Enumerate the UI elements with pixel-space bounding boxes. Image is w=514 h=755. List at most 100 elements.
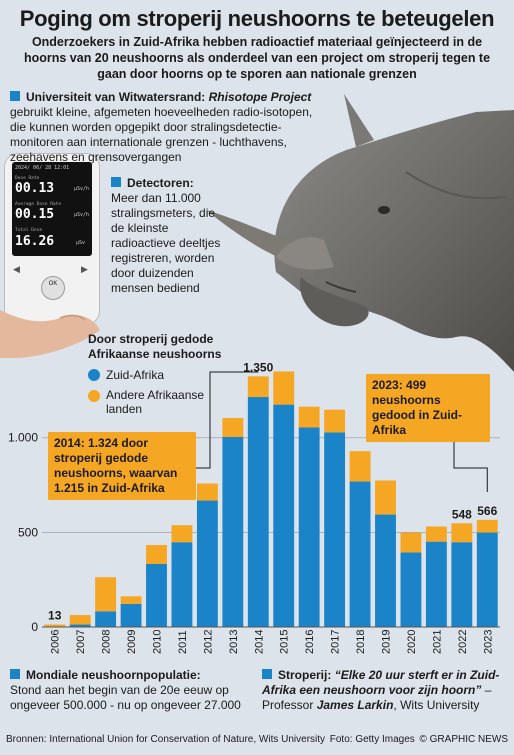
y-tick-label: 500 [18, 525, 38, 539]
bar-other [120, 596, 142, 604]
bar-sa [196, 500, 218, 627]
callout-2023-leader [453, 438, 488, 492]
bar-sa [324, 432, 346, 627]
bar-sa [120, 603, 142, 627]
poaching-affil: , Wits University [393, 698, 480, 712]
device-dose-rate-value: 00.13 [15, 181, 55, 196]
university-description: gebruikt kleine, afgemeten hoeveelheden … [10, 105, 313, 164]
x-tick-label: 2008 [101, 630, 113, 654]
bar-sa [69, 624, 91, 627]
bar-other [95, 577, 117, 612]
bar-other [298, 406, 320, 428]
legend-sa: Zuid-Afrika [88, 368, 164, 382]
footer: Bronnen: International Union for Conserv… [6, 734, 508, 745]
poaching-box: Stroperij: “Elke 20 uur sterft er in Zui… [262, 668, 508, 713]
callout-2023: 2023: 499 neushoorns gedood in Zuid-Afri… [366, 374, 490, 442]
chart-title: Door stroperij gedode Afrikaanse neushoo… [88, 332, 222, 361]
ok-button[interactable]: OK [41, 276, 65, 300]
bar-other [247, 376, 269, 398]
x-tick-label: 2014 [253, 630, 265, 654]
device-avg-label: Average Dose Rate [15, 202, 62, 207]
device-total-label: Total Dose [15, 228, 43, 233]
bar-other [273, 371, 295, 405]
device-total-value: 16.26 [15, 234, 55, 249]
x-tick-label: 2010 [152, 630, 164, 654]
bar-sa [451, 542, 473, 627]
x-tick-label: 2009 [126, 630, 138, 654]
bar-sa [247, 397, 269, 627]
x-tick-label: 2013 [228, 630, 240, 654]
device-total-unit: μSv [76, 240, 86, 246]
data-label: 566 [477, 504, 497, 518]
footer-photo: Foto: Getty Images [329, 734, 415, 745]
university-text: Universiteit van Witwatersrand: Rhisotop… [10, 90, 330, 165]
population-label: Mondiale neushoornpopulatie: [26, 668, 201, 682]
bar-other [222, 418, 244, 437]
bar-sa [349, 481, 371, 627]
bar-other [69, 615, 91, 625]
bar-sa [95, 611, 117, 627]
x-tick-label: 2017 [330, 630, 342, 654]
radiation-detector-device: 2024/ 06/ 28 12:01 Dose Rate 00.13 μSv/h… [4, 153, 100, 325]
bar-sa [171, 542, 193, 627]
bar-other [146, 545, 167, 564]
bar-other [425, 526, 447, 542]
device-avg-value: 00.15 [15, 207, 55, 222]
project-name: Rhisotope Project [208, 90, 312, 104]
blue-bullet-icon [10, 91, 20, 101]
bar-other [349, 451, 371, 482]
x-tick-label: 2007 [75, 630, 87, 654]
bar-sa [146, 563, 167, 627]
university-label: Universiteit van Witwatersrand: [26, 90, 206, 104]
poaching-dash: – Professor [262, 683, 492, 712]
detector-label: Detectoren: [127, 176, 194, 190]
bar-sa [222, 436, 244, 627]
ok-label: OK [48, 281, 58, 287]
x-tick-label: 2011 [177, 630, 189, 654]
page-subtitle: Onderzoekers in Zuid-Afrika hebben radio… [23, 35, 491, 81]
right-arrow-button[interactable]: ▶ [81, 264, 88, 274]
poaching-person: James Larkin [316, 698, 394, 712]
population-text: Stond aan het begin van de 20e eeuw op o… [10, 683, 241, 712]
blue-bullet-icon [262, 669, 272, 679]
legend-other-label: Andere Afrikaanse landen [106, 388, 205, 416]
y-tick-label: 1.000 [8, 431, 38, 445]
hand-illustration [0, 310, 100, 358]
data-label: 548 [452, 507, 472, 521]
data-label: 13 [48, 609, 62, 623]
x-tick-label: 2018 [355, 630, 367, 654]
bar-other [196, 483, 218, 501]
poaching-label: Stroperij: [278, 668, 332, 682]
callout-2014: 2014: 1.324 door stroperij gedode neusho… [48, 432, 196, 500]
x-tick-label: 2016 [304, 630, 316, 654]
bar-sa [273, 404, 295, 627]
x-tick-label: 2023 [482, 630, 494, 654]
x-tick-label: 2020 [406, 630, 418, 654]
detector-text: Detectoren: Meer dan 11.000 stralingsmet… [111, 176, 223, 296]
rhino-illustration [206, 94, 514, 372]
device-avg-unit: μSv/h [74, 212, 90, 218]
footer-credit: © GRAPHIC NEWS [419, 734, 509, 745]
legend-other-swatch [88, 390, 100, 402]
left-arrow-button[interactable]: ◀ [13, 264, 20, 274]
legend-sa-label: Zuid-Afrika [106, 368, 165, 382]
legend-sa-swatch [88, 369, 100, 381]
population-box: Mondiale neushoornpopulatie: Stond aan h… [10, 668, 250, 713]
x-tick-label: 2019 [381, 630, 393, 654]
data-label: 1.350 [243, 360, 273, 374]
legend-other: Andere Afrikaanse landen [88, 388, 208, 416]
device-dose-rate-label: Dose Rate [15, 176, 40, 181]
bar-sa [298, 427, 320, 627]
bar-sa [476, 532, 498, 627]
bar-sa [375, 514, 396, 627]
device-screen: 2024/ 06/ 28 12:01 Dose Rate 00.13 μSv/h… [12, 162, 92, 256]
detector-description: Meer dan 11.000 stralingsmeters, die de … [111, 191, 221, 295]
bar-other [476, 519, 498, 533]
bar-other [400, 532, 422, 553]
footer-sources: Bronnen: International Union for Conserv… [6, 734, 326, 745]
x-tick-label: 2015 [279, 630, 291, 654]
device-date: 2024/ 06/ 28 12:01 [15, 165, 70, 171]
x-tick-label: 2006 [50, 630, 62, 654]
x-tick-label: 2012 [202, 630, 214, 654]
bar-other [451, 523, 473, 543]
